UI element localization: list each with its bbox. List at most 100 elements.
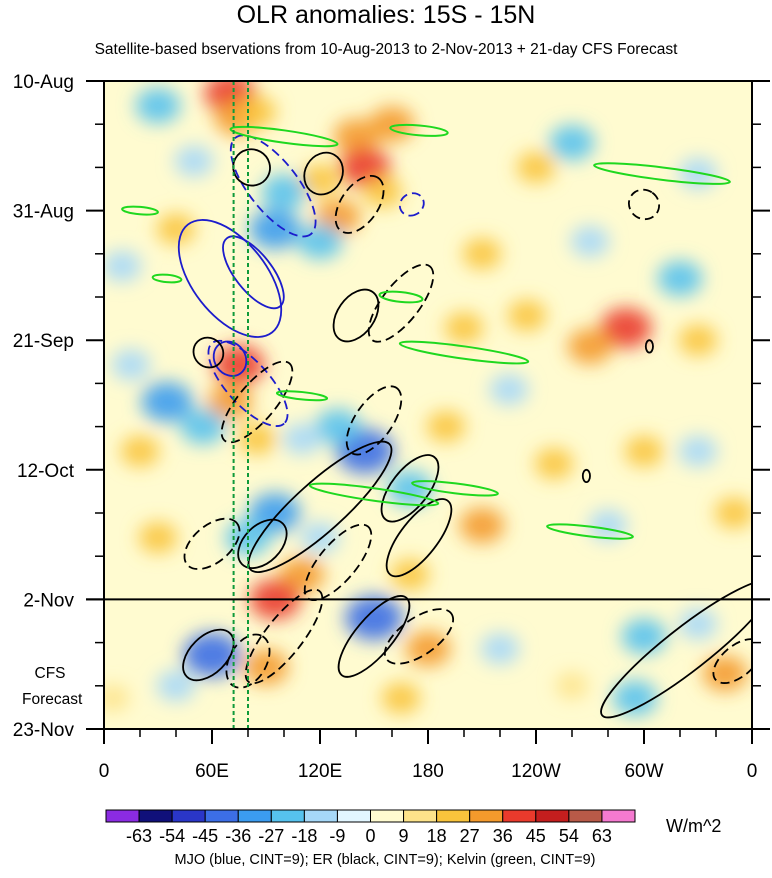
colorbar-label: 45: [526, 826, 546, 846]
er-contour: [380, 454, 440, 523]
kelvin-contour: [546, 523, 634, 540]
anomaly-patch: [207, 384, 253, 420]
anomaly-patch: [405, 631, 451, 667]
anomaly-patch: [507, 300, 547, 332]
er-contour: [600, 579, 752, 719]
axes: 10-Aug 31-Aug 21-Sep 12-Oct 2-Nov 23-Nov 0 60E 1…: [13, 72, 770, 782]
anomaly-patch: [138, 522, 178, 554]
kelvin-contour: [411, 480, 499, 497]
anomaly-patch: [621, 618, 667, 655]
anomaly-patch: [678, 324, 718, 356]
forecast-label-line2: Forecast: [22, 691, 83, 708]
er-contour: [581, 468, 591, 484]
wave-contours: [121, 123, 752, 719]
x-tick-label: 120E: [298, 761, 342, 782]
kelvin-contour: [308, 482, 440, 507]
mjo-contour: [222, 235, 285, 310]
forecast-label: CFS Forecast: [22, 664, 83, 710]
er-contour: [182, 628, 235, 682]
anomaly-patch: [657, 260, 703, 297]
mjo-contour: [229, 134, 317, 238]
er-contour: [244, 588, 324, 685]
colorbar-swatch: [370, 809, 405, 823]
colorbar-swatch: [535, 809, 570, 823]
x-tick-label: 120W: [511, 761, 561, 782]
er-contour: [332, 288, 380, 343]
anomaly-patch: [120, 435, 160, 467]
colorbar-swatch: [336, 809, 371, 823]
mjo-contour: [398, 192, 425, 217]
kelvin-contour: [389, 123, 449, 137]
colorbar-swatch: [237, 809, 272, 823]
colorbar-label: 36: [493, 826, 513, 846]
anomaly-patch: [249, 209, 301, 250]
x-tick-label: 0: [747, 761, 758, 782]
colorbar-label: 18: [427, 826, 447, 846]
anomaly-patch: [213, 344, 265, 385]
anomaly-patch: [678, 435, 718, 467]
x-tick-label: 180: [412, 761, 444, 782]
anomaly-patch: [111, 349, 151, 381]
kelvin-contour: [151, 273, 183, 284]
x-tick-label: 60W: [624, 761, 663, 782]
er-contour: [232, 148, 271, 187]
anomaly-patch: [261, 174, 307, 210]
er-contour: [345, 385, 403, 456]
anomaly-patch: [612, 680, 658, 716]
anomaly-patch: [300, 164, 340, 196]
y-tick-label: 2-Nov: [23, 590, 74, 611]
colorbar-swatch: [403, 809, 438, 823]
anomaly-patch: [282, 423, 322, 455]
colorbar-label: 27: [460, 826, 480, 846]
kelvin-contour: [229, 125, 339, 148]
anomaly-patch: [600, 307, 652, 348]
anomaly-patch: [570, 225, 610, 257]
colorbar-swatch: [436, 809, 471, 823]
anomaly-patch: [489, 374, 529, 406]
colorbar-swatch: [502, 809, 537, 823]
kelvin-contour: [275, 390, 329, 402]
legend-note: MJO (blue, CINT=9); ER (black, CINT=9); …: [174, 852, 596, 868]
er-contour: [337, 595, 411, 678]
anomaly-patch: [297, 223, 343, 260]
y-tick-label: 21-Sep: [13, 331, 74, 352]
colorbar-swatch: [601, 809, 636, 823]
anomaly-patch: [426, 411, 466, 443]
chart-subtitle: Satellite-based bservations from 10-Aug-…: [94, 41, 678, 58]
colorbar-swatch: [303, 809, 338, 823]
anomaly-patch: [444, 312, 484, 344]
anomaly-patch: [549, 124, 595, 161]
anomaly-patch: [104, 250, 142, 282]
reference-lines: [232, 81, 249, 729]
colorbar-label: 9: [399, 826, 409, 846]
mjo-contour: [177, 219, 283, 338]
forecast-label-line1: CFS: [34, 665, 66, 682]
anomaly-patch: [104, 684, 130, 712]
anomaly-patch: [588, 509, 628, 541]
anomaly-patch: [156, 213, 196, 245]
er-contour: [303, 523, 373, 602]
colorbar-swatch: [171, 809, 206, 823]
anomaly-patch: [333, 118, 379, 155]
kelvin-contour: [121, 205, 159, 216]
er-contour: [644, 339, 654, 354]
anomaly-patch: [381, 682, 421, 714]
kelvin-contour: [593, 162, 731, 185]
colorbar-swatch: [270, 809, 305, 823]
er-contour: [183, 517, 241, 570]
x-tick-label: 60E: [195, 761, 229, 782]
anomaly-patch: [174, 145, 214, 177]
er-contour: [192, 336, 225, 369]
y-tick-label: 23-Nov: [13, 720, 75, 741]
er-contour: [385, 498, 453, 578]
er-contour: [303, 151, 344, 196]
x-tick-label: 0: [99, 761, 110, 782]
er-contour: [220, 360, 294, 444]
anomaly-patch: [567, 328, 613, 365]
anomaly-patch: [714, 497, 752, 529]
er-contour: [247, 440, 393, 573]
anomaly-patch: [534, 448, 574, 480]
anomaly-patch: [624, 435, 664, 467]
kelvin-contour: [398, 340, 530, 365]
